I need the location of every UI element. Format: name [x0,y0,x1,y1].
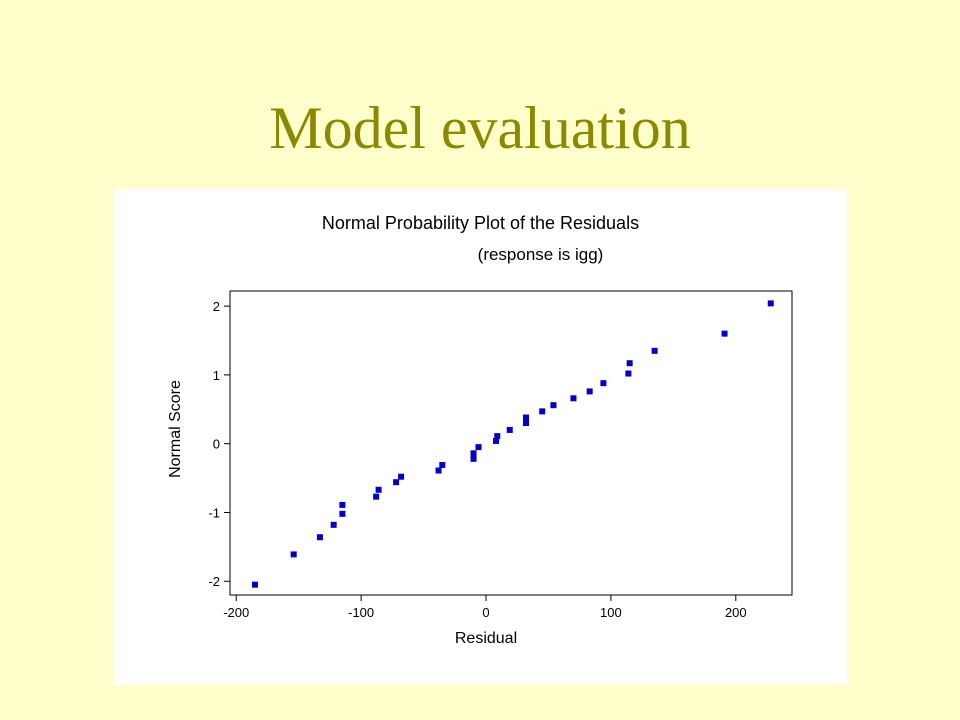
data-point [651,347,658,354]
data-point [721,330,728,337]
data-point [393,479,400,486]
chart-title: Normal Probability Plot of the Residuals [321,213,640,233]
data-point [586,388,593,395]
data-point [626,360,633,367]
data-point [625,370,632,377]
chart-subtitle: (response is igg) [477,245,604,264]
data-point [522,420,529,427]
y-tick-label: -2 [208,574,220,589]
data-point [600,380,607,387]
chart-figure: Normal Probability Plot of the Residuals… [114,189,847,685]
data-point [251,581,258,588]
x-axis-label: Residual [455,630,517,647]
y-axis-label: Normal Score [167,380,184,478]
x-tick-label: 0 [482,605,489,620]
data-point [767,300,774,307]
data-point [398,473,405,480]
data-point [570,395,577,402]
data-point [550,402,557,409]
data-point [316,534,323,541]
data-point [522,414,529,421]
data-point [375,486,382,493]
data-point [373,493,380,500]
x-tick-label: 200 [725,605,747,620]
x-tick-label: -100 [348,605,374,620]
x-tick-label: -200 [223,605,249,620]
probability-plot: -200 -100 0 100 200 -2 -1 0 1 2 Residual Normal Sco… [167,290,793,647]
data-point [339,501,346,508]
data-point [330,521,337,528]
slide-title: Model evaluation [269,95,691,161]
data-point [470,450,477,457]
data-point [339,510,346,517]
y-tick-label: 2 [213,299,220,314]
data-point [439,462,446,469]
data-point [475,444,482,451]
data-point [539,408,546,415]
data-point [494,433,501,440]
data-point [493,437,500,444]
data-point [506,426,513,433]
data-point [435,467,442,474]
data-point [470,455,477,462]
y-tick-label: -1 [208,505,220,520]
plot-frame [229,290,793,596]
y-tick-label: 1 [213,368,220,383]
data-point [290,551,297,558]
y-tick-label: 0 [213,437,220,452]
x-tick-label: 100 [600,605,622,620]
